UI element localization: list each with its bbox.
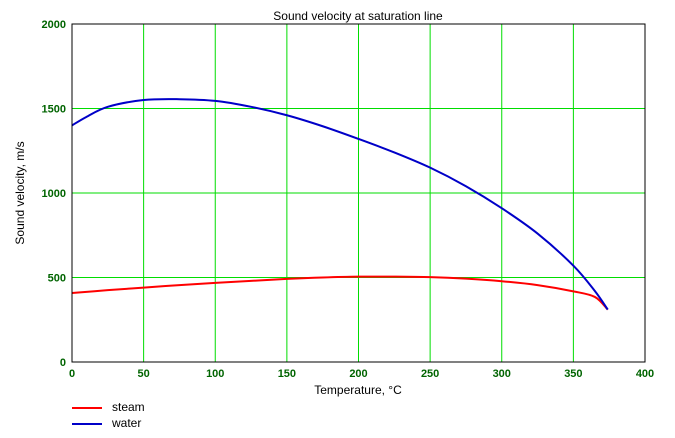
y-tick-label: 2000 (42, 19, 66, 31)
legend-item-steam: steam (0, 400, 145, 416)
y-tick-label: 0 (60, 357, 66, 369)
x-tick-label: 250 (421, 368, 439, 380)
x-axis-label: Temperature, °C (314, 383, 402, 397)
legend-swatch-water (72, 423, 102, 425)
x-tick-label: 0 (69, 368, 75, 380)
series-line-water (71, 98, 609, 311)
chart-title: Sound velocity at saturation line (273, 9, 443, 23)
plot-frame (71, 23, 646, 363)
legend-label-steam: steam (112, 400, 145, 414)
legend-item-water: water (0, 416, 141, 432)
x-tick-label: 400 (636, 368, 654, 380)
grid (71, 23, 646, 363)
x-tick-label: 50 (138, 368, 150, 380)
y-tick-label: 1000 (42, 188, 66, 200)
tick-labels: 0 50 100 150 200 250 300 350 400 0 500 1000 1500 2000 (42, 19, 655, 380)
x-tick-label: 150 (278, 368, 296, 380)
x-tick-label: 200 (349, 368, 367, 380)
legend-label-water: water (112, 416, 142, 430)
y-tick-label: 1500 (42, 104, 66, 116)
series-line-steam (71, 275, 609, 311)
x-tick-label: 300 (493, 368, 511, 380)
y-axis-label: Sound velocity, m/s (13, 141, 27, 244)
x-tick-label: 100 (206, 368, 224, 380)
series-layer (71, 98, 609, 311)
x-tick-label: 350 (564, 368, 582, 380)
y-tick-label: 500 (48, 273, 66, 285)
legend-swatch-steam (72, 407, 102, 409)
